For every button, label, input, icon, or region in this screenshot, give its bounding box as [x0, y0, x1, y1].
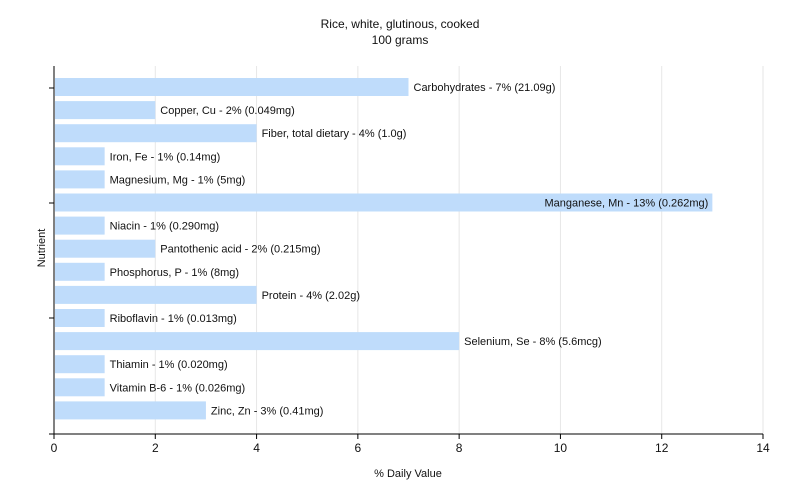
x-tick-label: 14 — [756, 441, 770, 455]
bar — [55, 101, 156, 120]
x-tick-label: 12 — [655, 441, 669, 455]
bar-label: Carbohydrates - 7% (21.09g) — [414, 82, 556, 94]
bar-label: Copper, Cu - 2% (0.049mg) — [160, 105, 295, 117]
bar-label: Niacin - 1% (0.290mg) — [110, 221, 219, 233]
bar-label: Thiamin - 1% (0.020mg) — [110, 359, 228, 371]
bar — [55, 285, 257, 304]
x-tick-label: 10 — [554, 441, 568, 455]
bars-group: Carbohydrates - 7% (21.09g) Copper, Cu - … — [55, 78, 713, 420]
bar-label: Magnesium, Mg - 1% (5mg) — [110, 174, 246, 186]
bar — [55, 124, 257, 143]
bar-label: Zinc, Zn - 3% (0.41mg) — [211, 405, 323, 417]
bar — [55, 378, 105, 397]
axes-group: 0 2 4 6 8 10 12 14 — [49, 66, 770, 455]
bar-label: Manganese, Mn - 13% (0.262mg) — [544, 198, 708, 210]
bar — [55, 78, 409, 96]
bar-label: Selenium, Se - 8% (5.6mcg) — [464, 336, 602, 348]
bar-label: Riboflavin - 1% (0.013mg) — [110, 313, 237, 325]
bar — [55, 147, 105, 166]
x-axis-title: % Daily Value — [374, 468, 442, 480]
bar-label: Iron, Fe - 1% (0.14mg) — [110, 151, 221, 163]
bar — [55, 193, 713, 212]
chart-subtitle: 100 grams — [372, 33, 429, 47]
y-axis-title: Nutrient — [36, 229, 48, 268]
x-tick-label: 2 — [152, 441, 159, 455]
bar — [55, 239, 156, 258]
x-tick-label: 4 — [253, 441, 260, 455]
x-tick-label: 8 — [456, 441, 463, 455]
bar — [55, 262, 105, 281]
bar — [55, 309, 105, 327]
bar — [55, 401, 206, 420]
bar — [55, 170, 105, 189]
bar-label: Vitamin B-6 - 1% (0.026mg) — [110, 382, 246, 394]
bar — [55, 355, 105, 374]
chart-title: Rice, white, glutinous, cooked — [321, 17, 480, 31]
bar-label: Protein - 4% (2.02g) — [262, 290, 360, 302]
grid-lines — [154, 66, 764, 434]
bar-label: Fiber, total dietary - 4% (1.0g) — [262, 128, 407, 140]
bar — [55, 332, 460, 351]
bar-label: Pantothenic acid - 2% (0.215mg) — [160, 244, 320, 256]
bar-label: Phosphorus, P - 1% (8mg) — [110, 267, 239, 279]
bar — [55, 216, 105, 235]
x-tick-label: 0 — [51, 441, 58, 455]
x-tick-label: 6 — [355, 441, 362, 455]
